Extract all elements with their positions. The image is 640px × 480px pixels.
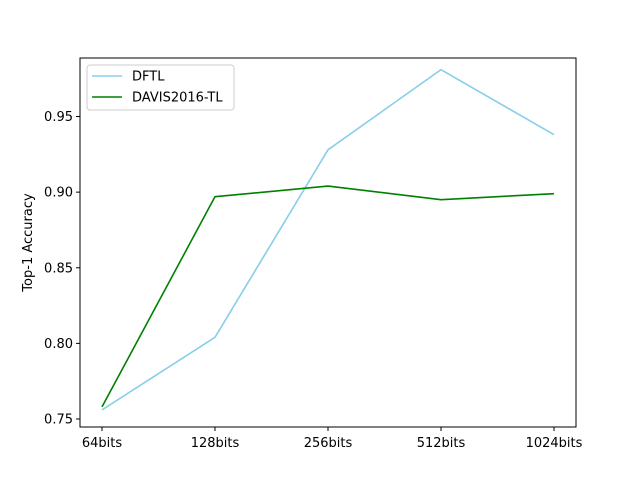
y-axis-label: Top-1 Accuracy (21, 193, 36, 293)
x-tick-label: 128bits (191, 436, 240, 451)
y-axis-ticks: 0.75 0.80 0.85 0.90 0.95 (44, 110, 80, 427)
x-tick-label: 1024bits (526, 436, 583, 451)
y-tick-label: 0.75 (44, 412, 73, 427)
y-tick-label: 0.80 (44, 337, 73, 352)
x-tick-label: 256bits (304, 436, 353, 451)
x-tick-label: 64bits (82, 436, 123, 451)
legend-label: DAVIS2016-TL (132, 91, 223, 106)
x-axis-ticks: 64bits 128bits 256bits 512bits 1024bits (82, 427, 583, 451)
plot-area (80, 58, 576, 427)
y-tick-label: 0.95 (44, 110, 73, 125)
y-tick-label: 0.85 (44, 261, 73, 276)
legend-box (86, 64, 235, 111)
series-layer (101, 68, 555, 411)
x-tick-label: 512bits (417, 436, 466, 451)
legend: DFTL DAVIS2016-TL (86, 64, 235, 111)
y-tick-label: 0.90 (44, 186, 73, 201)
legend-label: DFTL (132, 70, 165, 85)
